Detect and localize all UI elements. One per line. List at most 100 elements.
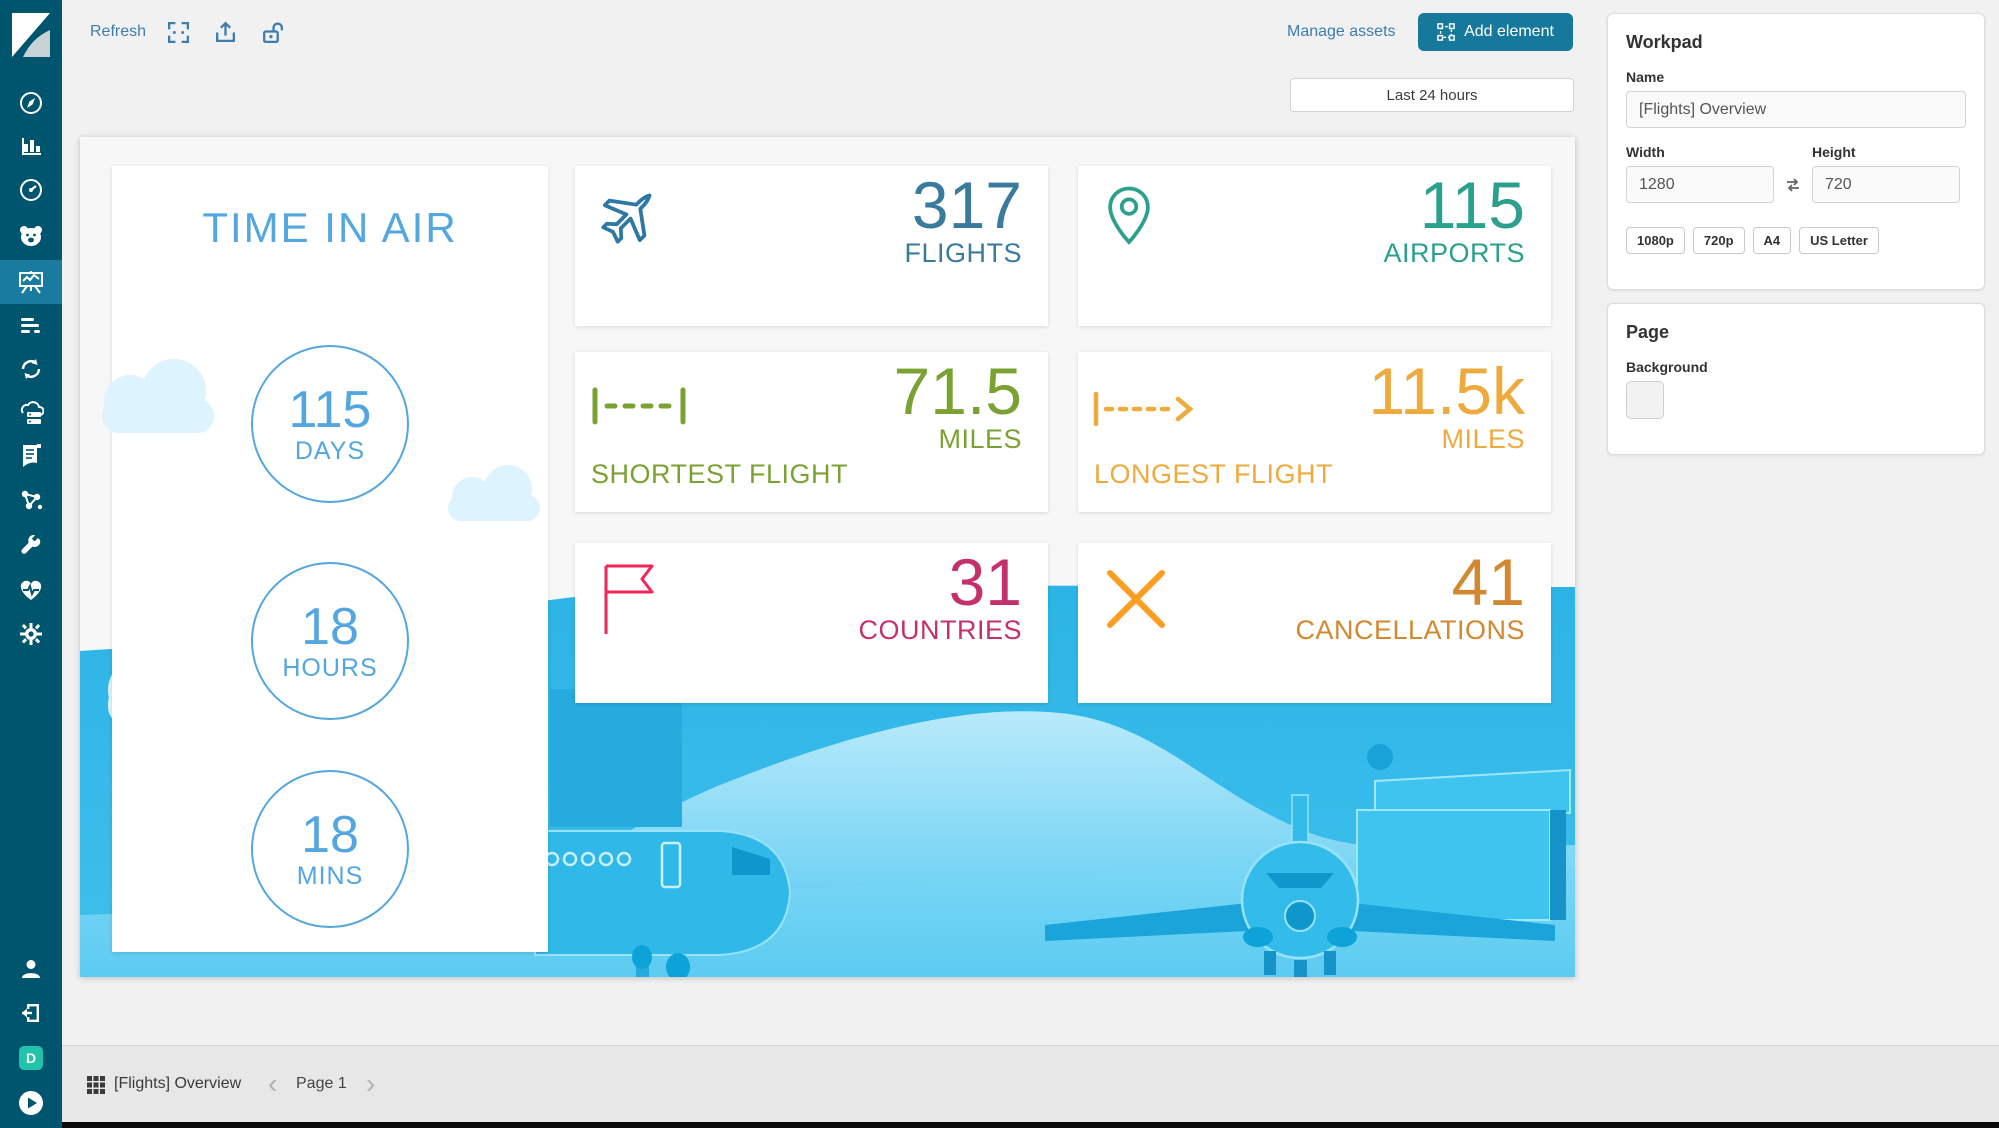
hours-unit: HOURS xyxy=(282,653,378,682)
circular-arrows-icon xyxy=(21,359,41,379)
sidebar-item-devtools[interactable] xyxy=(0,524,62,568)
page-panel-title: Page xyxy=(1626,322,1670,342)
sidebar-item-canvas[interactable] xyxy=(0,260,62,304)
width-label: Width xyxy=(1626,144,1665,160)
terminal-buildings-shape xyxy=(1356,744,1571,921)
sidebar-item-infrastructure[interactable] xyxy=(0,391,62,435)
time-metric-hours: 18 HOURS xyxy=(251,562,409,720)
next-page-chevron[interactable]: › xyxy=(366,1068,376,1099)
fullscreen-icon[interactable] xyxy=(166,20,191,45)
swap-dimensions-icon[interactable] xyxy=(1784,166,1802,203)
export-icon[interactable] xyxy=(213,20,238,45)
workpad-name-input[interactable] xyxy=(1626,91,1966,128)
document-icon xyxy=(23,444,41,467)
workpad-settings-card: Workpad Name Width Height 1080p 720p A4 … xyxy=(1607,13,1985,290)
unlock-icon[interactable] xyxy=(260,20,285,45)
add-element-label: Add element xyxy=(1464,23,1554,40)
kibana-logo-icon[interactable] xyxy=(10,12,52,58)
page-grid-icon[interactable] xyxy=(86,1075,106,1095)
mins-unit: MINS xyxy=(296,861,364,890)
time-in-air-card[interactable]: TIME IN AIR 115 DAYS 18 HOURS 18 MINS xyxy=(112,166,548,952)
cancellations-stat-card[interactable]: 41 CANCELLATIONS xyxy=(1078,543,1551,703)
play-icon xyxy=(19,1091,43,1115)
exit-icon xyxy=(22,1004,39,1022)
longest-flight-value: 11.5k xyxy=(1368,354,1525,428)
preset-us-letter-button[interactable]: US Letter xyxy=(1799,227,1879,254)
name-label: Name xyxy=(1626,69,1665,85)
refresh-button[interactable]: Refresh xyxy=(90,23,147,40)
cancellations-value: 41 xyxy=(1451,545,1525,619)
gear-icon xyxy=(20,623,42,645)
shortest-flight-unit: MILES xyxy=(938,424,1022,454)
time-filter-button[interactable]: Last 24 hours xyxy=(1290,78,1574,112)
days-unit: DAYS xyxy=(294,436,366,465)
footer-workpad-name[interactable]: [Flights] Overview xyxy=(114,1075,242,1092)
lines-icon xyxy=(21,318,40,333)
sidebar-item-discover[interactable] xyxy=(0,81,62,125)
wrench-icon xyxy=(21,535,41,554)
shortest-flight-value: 71.5 xyxy=(893,354,1022,428)
add-element-button[interactable]: Add element xyxy=(1418,13,1573,51)
workpad-height-input[interactable] xyxy=(1812,166,1960,203)
mins-value: 18 xyxy=(301,805,359,864)
front-plane-shape xyxy=(1045,794,1555,977)
distance-bar-icon xyxy=(592,387,686,425)
workpad-width-input[interactable] xyxy=(1626,166,1774,203)
workpad-panel-title: Workpad xyxy=(1626,32,1703,52)
sidebar-item-management[interactable] xyxy=(0,612,62,656)
preset-1080p-button[interactable]: 1080p xyxy=(1626,227,1685,254)
footer-page-label: Page 1 xyxy=(296,1075,347,1092)
user-initial-badge: D xyxy=(19,1046,43,1070)
flights-label: FLIGHTS xyxy=(904,238,1022,268)
sidebar-item-graph[interactable] xyxy=(0,478,62,522)
bar-chart-icon xyxy=(22,138,41,155)
time-metric-days: 115 DAYS xyxy=(251,345,409,503)
sidebar-item-user-badge[interactable]: D xyxy=(0,1036,62,1080)
airports-stat-card[interactable]: 115 AIRPORTS xyxy=(1078,166,1551,326)
longest-flight-title: LONGEST FLIGHT xyxy=(1094,459,1334,489)
preset-a4-button[interactable]: A4 xyxy=(1752,227,1792,254)
sidebar-item-visualize[interactable] xyxy=(0,124,62,168)
x-icon xyxy=(1107,570,1165,628)
shortest-flight-title: SHORTEST FLIGHT xyxy=(591,459,849,489)
countries-value: 31 xyxy=(948,545,1022,619)
hours-value: 18 xyxy=(301,597,359,656)
longest-flight-stat-card[interactable]: LONGEST FLIGHT 11.5k MILES xyxy=(1078,352,1551,512)
side-plane-shape xyxy=(534,689,792,977)
sidebar-item-user[interactable] xyxy=(0,947,62,991)
cancellations-label: CANCELLATIONS xyxy=(1295,615,1525,645)
map-pin-icon xyxy=(1108,186,1150,245)
sidebar-item-apm[interactable] xyxy=(0,347,62,391)
airports-label: AIRPORTS xyxy=(1383,238,1525,268)
cloud-servers-icon xyxy=(20,401,44,424)
sidebar-item-timelion[interactable] xyxy=(0,304,62,348)
page-settings-card: Page Background xyxy=(1607,303,1985,455)
select-element-icon xyxy=(1437,23,1455,41)
sidebar-item-autoplay[interactable] xyxy=(0,1081,62,1125)
app-sidebar: D xyxy=(0,0,62,1128)
previous-page-chevron[interactable]: ‹ xyxy=(268,1068,278,1099)
longest-flight-unit: MILES xyxy=(1441,424,1525,454)
compass-icon xyxy=(20,92,42,114)
distance-arrow-icon xyxy=(1093,392,1194,426)
preset-720p-button[interactable]: 720p xyxy=(1692,227,1745,254)
sidebar-item-dashboard[interactable] xyxy=(0,168,62,212)
easel-icon xyxy=(19,271,43,294)
shortest-flight-stat-card[interactable]: SHORTEST FLIGHT 71.5 MILES xyxy=(575,352,1048,512)
sidebar-item-logs[interactable] xyxy=(0,434,62,478)
heartbeat-icon xyxy=(20,580,42,600)
user-icon xyxy=(22,960,40,978)
height-label: Height xyxy=(1812,144,1856,160)
countries-stat-card[interactable]: 31 COUNTRIES xyxy=(575,543,1048,703)
footer-bar: [Flights] Overview ‹ Page 1 › xyxy=(0,1045,1999,1122)
sidebar-item-logout[interactable] xyxy=(0,991,62,1035)
sidebar-item-monitoring[interactable] xyxy=(0,568,62,612)
workpad-page[interactable]: TIME IN AIR 115 DAYS 18 HOURS 18 MINS 31… xyxy=(80,137,1575,977)
time-metric-mins: 18 MINS xyxy=(251,770,409,928)
flights-stat-card[interactable]: 317 FLIGHTS xyxy=(575,166,1048,326)
days-value: 115 xyxy=(288,380,372,439)
sidebar-item-ml[interactable] xyxy=(0,214,62,258)
manage-assets-link[interactable]: Manage assets xyxy=(1287,23,1396,40)
bear-icon xyxy=(20,226,42,246)
background-color-swatch[interactable] xyxy=(1626,381,1664,419)
